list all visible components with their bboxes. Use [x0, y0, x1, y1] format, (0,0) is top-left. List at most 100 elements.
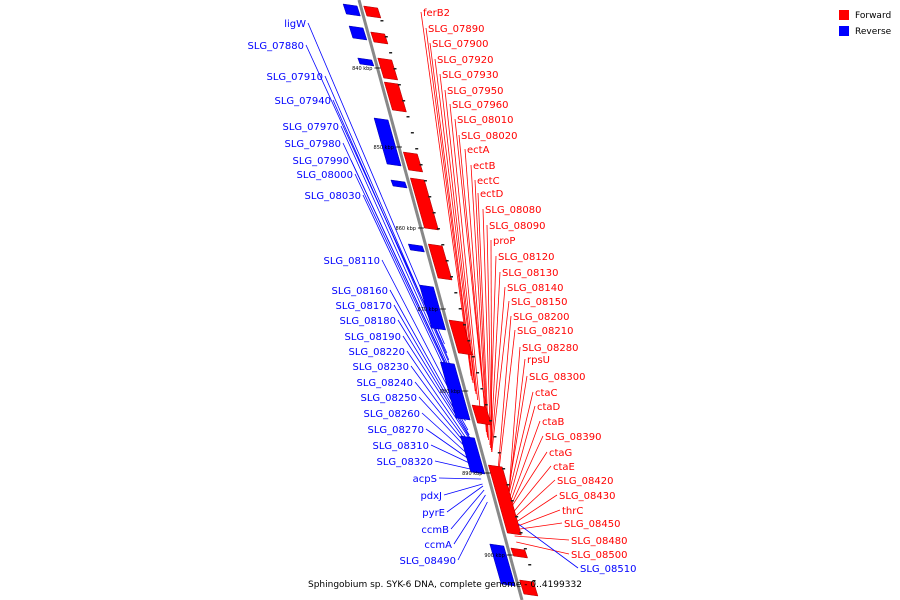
reverse-gene-label: SLG_08000 — [297, 170, 353, 181]
forward-gene-label: SLG_08210 — [517, 326, 573, 337]
feature-dash — [532, 580, 536, 582]
feature-dash — [523, 548, 527, 550]
forward-leader — [490, 286, 506, 451]
feature-dash — [519, 532, 523, 534]
forward-gene-label: SLG_08420 — [557, 476, 613, 487]
forward-gene-label: ctaG — [549, 448, 572, 459]
scale-tick-label: 880 kbp — [440, 389, 460, 395]
reverse-gene-label: ccmB — [421, 525, 449, 536]
feature-dash — [436, 228, 440, 230]
reverse-gene-label: ccmA — [424, 540, 452, 551]
reverse-gene-label: SLG_08490 — [400, 556, 456, 567]
forward-gene-label: ctaB — [542, 417, 565, 428]
scale-tick-label: 900 kbp — [484, 553, 504, 559]
reverse-leader — [340, 125, 455, 379]
feature-dash — [410, 132, 414, 134]
forward-leader — [514, 535, 570, 541]
forward-gene-label: ectA — [467, 145, 490, 156]
forward-gene-label: ectB — [473, 161, 496, 172]
genome-backbone — [357, 0, 524, 600]
reverse-gene-label: SLG_08250 — [361, 393, 417, 404]
forward-gene-label: ctaE — [553, 462, 575, 473]
forward-gene-label: thrC — [562, 506, 583, 517]
forward-leader — [507, 420, 541, 511]
forward-gene-glyph — [410, 177, 439, 231]
reverse-gene-glyph — [439, 361, 471, 421]
forward-leader — [449, 103, 481, 410]
scale-tick-label: 870 kbp — [418, 307, 438, 313]
reverse-gene-glyph — [390, 179, 408, 189]
reverse-gene-label: SLG_07940 — [275, 96, 331, 107]
forward-leader — [464, 148, 487, 433]
feature-dash — [497, 452, 501, 454]
legend-reverse-swatch — [839, 26, 849, 36]
feature-dash — [510, 500, 514, 502]
feature-dash — [506, 484, 510, 486]
forward-leader — [434, 58, 476, 392]
forward-gene-glyph — [510, 547, 528, 559]
forward-gene-label: SLG_08500 — [571, 550, 627, 561]
forward-leader — [429, 42, 474, 384]
forward-leader — [489, 255, 497, 446]
forward-leader — [420, 11, 472, 377]
legend-forward-label: Forward — [855, 11, 891, 21]
feature-dash — [463, 324, 467, 326]
reverse-gene-label: SLG_08110 — [324, 256, 380, 267]
reverse-leader — [406, 350, 474, 449]
forward-gene-label: ferB2 — [423, 8, 450, 19]
forward-gene-label: SLG_07930 — [442, 70, 498, 81]
forward-leader — [507, 435, 544, 513]
feature-dash — [467, 340, 471, 342]
reverse-leader — [453, 494, 486, 545]
reverse-gene-label: SLG_08270 — [368, 425, 424, 436]
forward-gene-glyph — [402, 151, 424, 173]
reverse-gene-glyph — [489, 543, 516, 587]
feature-dash — [419, 164, 423, 166]
reverse-gene-label: SLG_08310 — [373, 441, 429, 452]
forward-gene-label: SLG_08300 — [529, 372, 585, 383]
forward-leader — [470, 164, 488, 436]
forward-leader — [509, 465, 552, 518]
feature-dash — [389, 52, 393, 54]
reverse-gene-label: SLG_08190 — [345, 332, 401, 343]
reverse-gene-label: SLG_08320 — [377, 457, 433, 468]
forward-gene-label: SLG_08020 — [461, 131, 517, 142]
reverse-leader — [450, 489, 485, 530]
feature-dash — [449, 276, 453, 278]
forward-leader — [491, 300, 510, 453]
forward-gene-label: proP — [493, 236, 515, 247]
reverse-gene-label: pdxJ — [420, 491, 442, 502]
reverse-leader — [350, 159, 457, 387]
reverse-gene-glyph — [348, 25, 368, 41]
forward-gene-label: SLG_08150 — [511, 297, 567, 308]
feature-dash — [428, 196, 432, 198]
reverse-gene-label: SLG_08170 — [336, 301, 392, 312]
forward-leader — [425, 27, 473, 381]
forward-leader — [497, 315, 512, 475]
reverse-gene-label: pyrE — [422, 508, 445, 519]
reverse-gene-glyph — [373, 117, 402, 167]
feature-dash — [476, 372, 480, 374]
forward-gene-label: SLG_07900 — [432, 39, 488, 50]
forward-leader — [474, 179, 489, 438]
feature-dash — [528, 564, 532, 566]
forward-gene-label: ctaC — [535, 388, 558, 399]
reverse-gene-glyph — [357, 57, 375, 67]
forward-gene-glyph — [471, 404, 492, 426]
forward-gene-label: SLG_08280 — [522, 343, 578, 354]
forward-leader — [477, 192, 489, 441]
feature-dash — [484, 404, 488, 406]
forward-leader — [497, 329, 516, 477]
reverse-gene-label: SLG_07980 — [285, 139, 341, 150]
reverse-gene-label: SLG_08180 — [340, 316, 396, 327]
forward-gene-glyph — [519, 579, 539, 597]
reverse-gene-label: SLG_07990 — [293, 156, 349, 167]
reverse-gene-glyph — [407, 243, 425, 253]
forward-gene-label: SLG_08130 — [502, 268, 558, 279]
feature-dash — [493, 436, 497, 438]
reverse-gene-label: ligW — [284, 19, 306, 30]
feature-dash — [415, 148, 419, 150]
feature-dash — [402, 100, 406, 102]
reverse-gene-label: SLG_08160 — [332, 286, 388, 297]
forward-gene-label: ctaD — [537, 402, 561, 413]
